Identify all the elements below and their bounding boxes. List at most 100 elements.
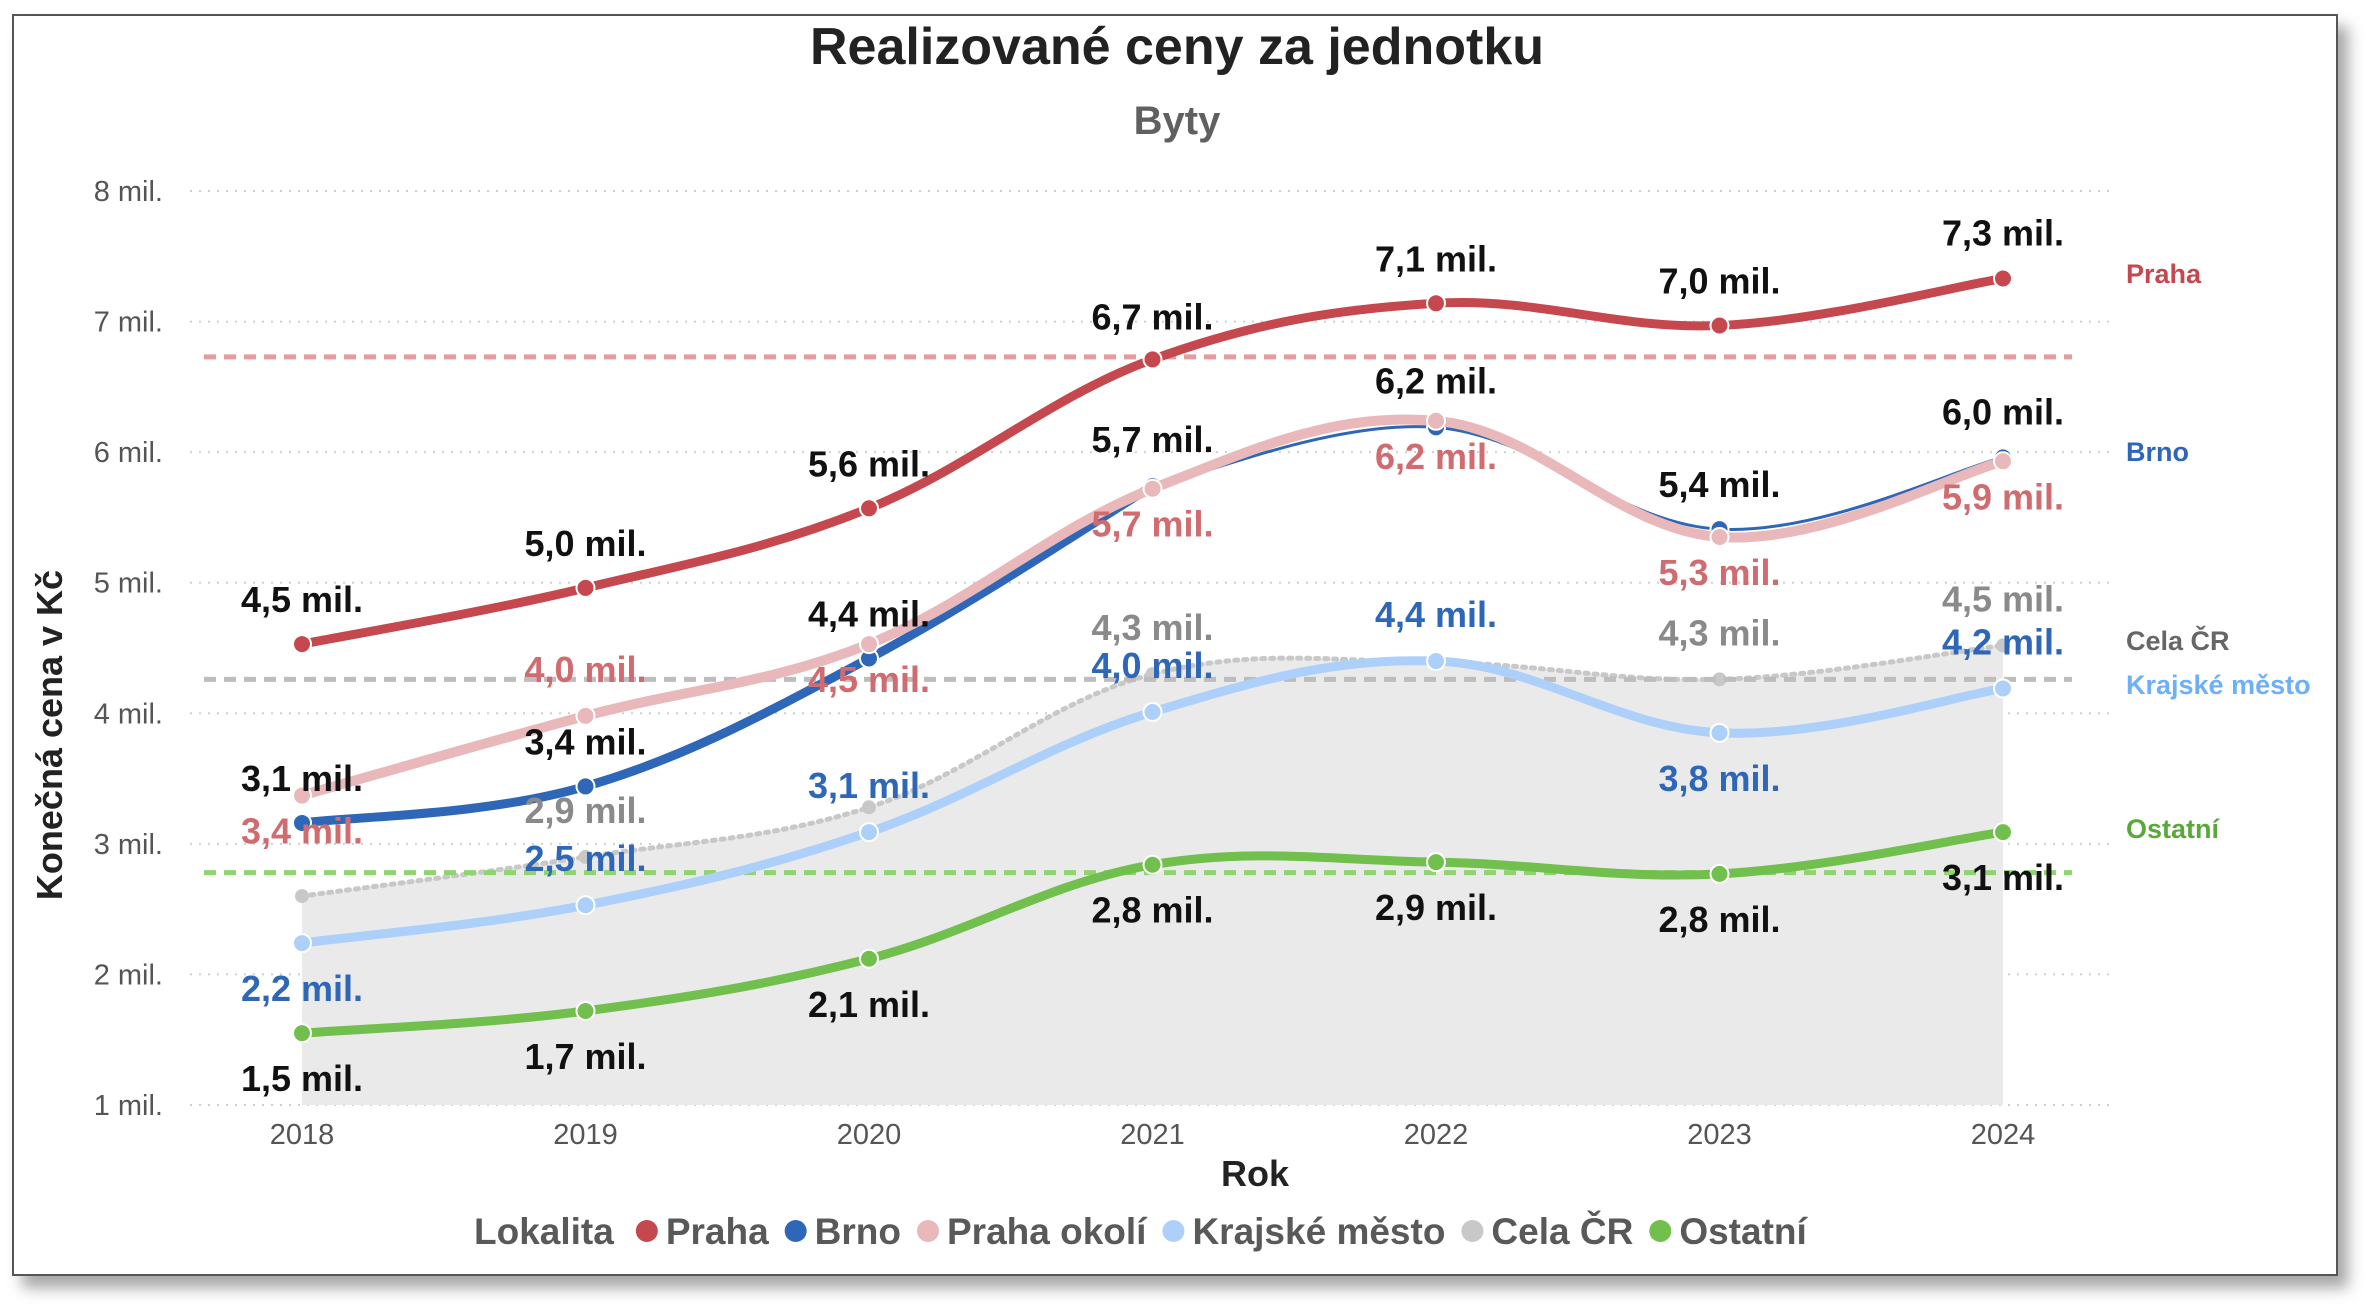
data-label-brno: 3,4 mil.: [524, 721, 646, 762]
point-ostatni: [859, 948, 879, 969]
point-praha: [1142, 349, 1163, 370]
legend-item-praha-okoli: Praha okolí: [947, 1211, 1148, 1252]
point-cela-cr: [862, 800, 876, 815]
data-label-cela-cr: 4,3 mil.: [1091, 607, 1213, 648]
chart-title: Realizované ceny za jednotku: [810, 18, 1544, 76]
point-praha: [1426, 293, 1446, 314]
y-axis: 1 mil. 2 mil. 3 mil. 4 mil. 5 mil. 6 mil. 7 mi…: [94, 176, 163, 1122]
data-label-ostatni: 2,9 mil.: [1375, 887, 1497, 928]
y-tick-label: 4 mil.: [94, 698, 163, 730]
data-label-praha-okoli: 4,0 mil.: [524, 649, 646, 690]
right-labels: Praha Brno Cela ČR Krajské město Ostatní: [2126, 259, 2311, 844]
right-label-cela-cr: Cela ČR: [2126, 625, 2230, 656]
point-praha: [1709, 315, 1730, 336]
point-praha: [575, 577, 596, 598]
data-label-praha: 6,7 mil.: [1091, 296, 1213, 337]
data-label-ostatni: 1,7 mil.: [524, 1036, 646, 1077]
point-cela-cr: [1712, 672, 1727, 687]
data-label-brno: 5,7 mil.: [1091, 419, 1213, 460]
point-cela-cr: [578, 849, 593, 864]
y-tick-label: 8 mil.: [94, 176, 163, 208]
data-label-krajske-mesto: 4,2 mil.: [1942, 621, 2064, 662]
line-brno: [297, 481, 1157, 828]
data-label-cela-cr: 4,5 mil.: [1942, 578, 2064, 619]
x-tick-label: 2020: [837, 1119, 902, 1151]
data-label-ostatni: 1,5 mil.: [241, 1058, 363, 1099]
x-tick-label: 2022: [1404, 1119, 1469, 1151]
legend-marker-krajske-mesto: [1162, 1220, 1185, 1242]
data-label-praha-okoli: 5,7 mil.: [1091, 504, 1213, 545]
legend-marker-brno: [784, 1220, 807, 1242]
point-ostatni: [575, 1000, 596, 1021]
legend-marker-praha: [635, 1220, 658, 1242]
data-labels: 4,5 mil. 5,0 mil. 5,6 mil. 6,7 mil. 7,1 mil.…: [241, 212, 2064, 1099]
data-label-brno: 4,4 mil.: [808, 593, 930, 634]
legend-title: Lokalita: [474, 1211, 614, 1252]
legend-marker-ostatni: [1649, 1220, 1672, 1242]
data-label-praha-okoli: 6,2 mil.: [1375, 436, 1497, 477]
point-brno: [292, 812, 312, 833]
x-tick-label: 2018: [270, 1119, 335, 1151]
y-tick-label: 2 mil.: [94, 959, 163, 991]
series-lines: [292, 268, 2013, 1044]
data-label-praha: 5,0 mil.: [524, 523, 646, 564]
data-label-ostatni: 3,1 mil.: [1942, 857, 2064, 898]
point-ostatni: [1993, 822, 2013, 843]
point-praha: [859, 498, 879, 519]
point-krajske-mesto: [292, 933, 312, 954]
point-praha-okoli: [859, 634, 879, 655]
legend-marker-praha-okoli: [917, 1220, 939, 1242]
y-tick-label: 6 mil.: [94, 437, 163, 469]
data-label-ostatni: 2,8 mil.: [1658, 899, 1780, 940]
data-label-brno: 3,1 mil.: [241, 758, 363, 799]
data-label-ostatni: 2,1 mil.: [808, 984, 930, 1025]
data-label-krajske-mesto: 4,4 mil.: [1375, 594, 1497, 635]
legend-item-krajske-mesto: Krajské město: [1192, 1211, 1445, 1252]
right-label-krajske-mesto: Krajské město: [2126, 670, 2311, 700]
data-label-ostatni: 2,8 mil.: [1091, 890, 1213, 931]
point-praha: [292, 634, 312, 655]
point-ostatni: [1426, 852, 1446, 873]
data-label-praha: 7,3 mil.: [1942, 212, 2064, 253]
x-tick-label: 2019: [553, 1119, 618, 1151]
right-label-brno: Brno: [2126, 437, 2189, 467]
legend-marker-cela-cr: [1461, 1220, 1484, 1242]
point-praha-okoli: [1709, 527, 1730, 548]
data-label-praha: 7,1 mil.: [1375, 238, 1497, 279]
y-tick-label: 1 mil.: [94, 1090, 163, 1122]
data-label-krajske-mesto: 3,8 mil.: [1658, 758, 1780, 799]
x-tick-label: 2024: [1971, 1119, 2036, 1151]
legend-item-brno: Brno: [815, 1211, 901, 1252]
point-krajske-mesto: [575, 895, 596, 916]
legend-item-praha: Praha: [666, 1211, 769, 1252]
point-brno: [575, 776, 596, 797]
point-praha-okoli: [575, 705, 596, 726]
data-label-praha: 5,6 mil.: [808, 443, 930, 484]
y-tick-label: 7 mil.: [94, 307, 163, 339]
reference-lines: [204, 354, 2072, 876]
data-label-krajske-mesto: 3,1 mil.: [808, 765, 930, 806]
y-tick-label: 5 mil.: [94, 568, 163, 600]
data-label-brno: 6,0 mil.: [1942, 391, 2064, 432]
point-ostatni: [1142, 854, 1163, 875]
point-praha: [1993, 268, 2013, 289]
point-ostatni: [1709, 863, 1730, 884]
data-label-praha: 4,5 mil.: [241, 579, 363, 620]
right-label-ostatni: Ostatní: [2126, 814, 2221, 844]
legend-item-ostatni: Ostatní: [1679, 1211, 1808, 1252]
data-label-cela-cr: 2,9 mil.: [524, 790, 646, 831]
point-krajske-mesto: [859, 822, 879, 843]
data-label-krajske-mesto: 4,0 mil.: [1091, 645, 1213, 686]
point-krajske-mesto: [1709, 722, 1730, 743]
data-label-praha-okoli: 5,3 mil.: [1658, 552, 1780, 593]
point-ostatni: [292, 1023, 312, 1044]
data-label-cela-cr: 4,3 mil.: [1658, 612, 1780, 653]
y-axis-title: Konečná cena v Kč: [29, 570, 70, 900]
point-krajske-mesto: [1142, 701, 1163, 722]
legend-item-cela-cr: Cela ČR: [1491, 1210, 1633, 1252]
point-praha-okoli: [1142, 478, 1163, 499]
point-praha-okoli: [292, 785, 312, 806]
data-label-praha-okoli: 5,9 mil.: [1942, 476, 2064, 517]
data-label-krajske-mesto: 2,5 mil.: [524, 838, 646, 879]
